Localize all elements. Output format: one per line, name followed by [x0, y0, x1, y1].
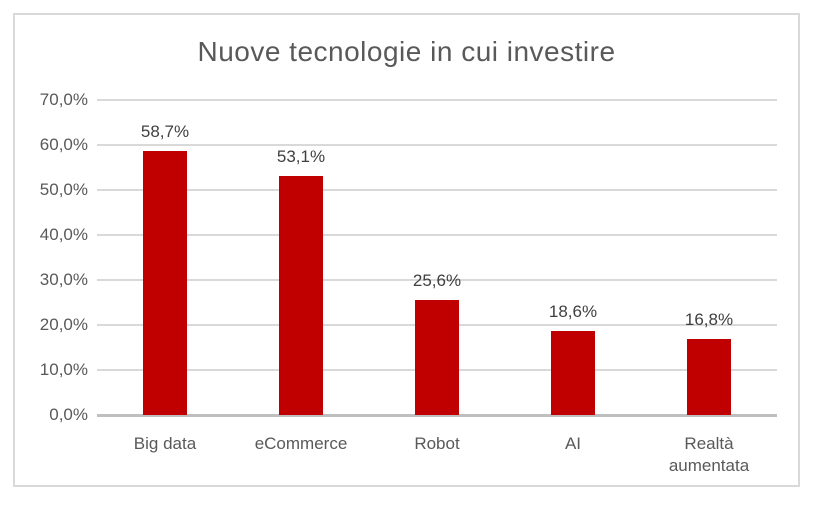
- y-tick-label: 0,0%: [49, 405, 88, 424]
- y-tick-label: 40,0%: [39, 225, 88, 244]
- gridline: [97, 144, 777, 146]
- x-axis-label: Big data: [133, 434, 197, 453]
- chart-title: Nuove tecnologie in cui investire: [197, 36, 616, 67]
- y-tick-label: 30,0%: [39, 270, 88, 289]
- gridline: [97, 189, 777, 191]
- bar: [687, 339, 731, 415]
- gridline: [97, 279, 777, 281]
- bar-value-label: 25,6%: [412, 270, 462, 290]
- bar: [279, 176, 323, 415]
- bar: [143, 150, 187, 415]
- y-tick-label: 10,0%: [39, 360, 88, 379]
- x-axis-label: Robot: [414, 434, 460, 453]
- bar-value-label: 18,6%: [548, 302, 598, 322]
- x-axis-label: AI: [564, 434, 582, 453]
- gridline: [97, 234, 777, 236]
- y-tick-label: 60,0%: [39, 135, 88, 154]
- bar: [415, 299, 459, 415]
- y-tick-label: 50,0%: [39, 180, 88, 199]
- x-axis-line: [97, 414, 777, 417]
- bar-value-label: 53,1%: [276, 147, 326, 167]
- y-tick-label: 70,0%: [39, 90, 88, 109]
- chart-frame: Nuove tecnologie in cui investire 70,0% 6…: [13, 13, 800, 487]
- y-tick-label: 20,0%: [39, 315, 88, 334]
- x-axis-label: eCommerce: [254, 434, 348, 453]
- bar-value-label: 58,7%: [140, 121, 190, 141]
- gridline: [97, 99, 777, 101]
- bar-value-label: 16,8%: [684, 310, 734, 330]
- bar: [551, 331, 595, 415]
- x-axis-label: Realtà aumentata: [668, 434, 750, 475]
